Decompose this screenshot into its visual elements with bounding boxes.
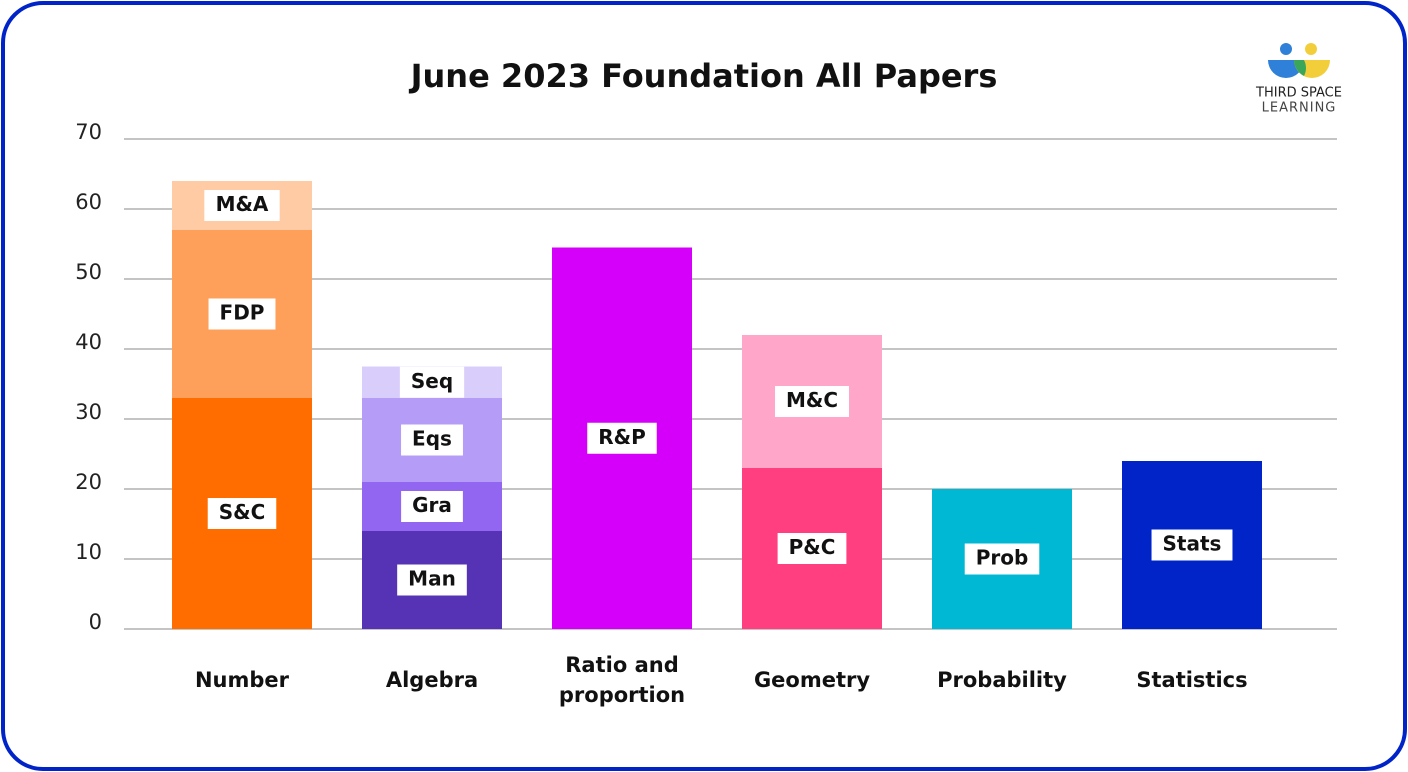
- x-tick-label: Statistics: [1136, 668, 1248, 692]
- segment-label: Man: [408, 567, 456, 591]
- y-tick-label: 70: [75, 120, 102, 144]
- segment-label: S&C: [219, 500, 266, 524]
- logo: THIRD SPACE LEARNING: [1255, 43, 1342, 116]
- segment-label: P&C: [789, 535, 836, 559]
- segment-label-box: [397, 564, 467, 596]
- segment-label: M&C: [786, 388, 838, 412]
- segment-label-box: [401, 491, 463, 522]
- x-tick-label: Ratio and proportion: [558, 653, 686, 707]
- segment-label: Gra: [412, 493, 452, 517]
- segment-label-box: [399, 366, 465, 398]
- x-tick-label: Algebra: [385, 668, 479, 692]
- segment-label-box: [964, 543, 1040, 575]
- y-tick-label: 40: [75, 330, 102, 354]
- segment-label-box: [1151, 529, 1233, 561]
- segment-label-box: [207, 498, 277, 529]
- logo-text: LEARNING: [1262, 101, 1337, 116]
- segment-label-box: [774, 386, 850, 417]
- segment-label: Eqs: [412, 427, 452, 451]
- segment-label: M&A: [216, 192, 269, 216]
- y-tick-label: 50: [75, 260, 102, 284]
- x-tick-label: Geometry: [753, 668, 871, 692]
- segment-label: FDP: [220, 301, 265, 325]
- segment-label-box: [587, 422, 657, 454]
- logo-overlap: [1294, 60, 1306, 76]
- segment-label: Seq: [411, 369, 453, 393]
- y-tick-label: 0: [89, 610, 102, 634]
- logo-text: THIRD SPACE: [1255, 86, 1342, 101]
- logo-dot: [1305, 43, 1317, 55]
- y-tick-label: 30: [75, 400, 102, 424]
- y-tick-label: 10: [75, 540, 102, 564]
- chart-title: June 2023 Foundation All Papers: [409, 57, 998, 95]
- segment-label-box: [401, 424, 463, 456]
- y-tick-label: 20: [75, 470, 102, 494]
- segment-label-box: [777, 533, 847, 564]
- segment-label-box: [208, 298, 276, 330]
- segment-label: Stats: [1163, 532, 1222, 556]
- logo-dot: [1280, 43, 1292, 55]
- x-tick-label: Probability: [937, 668, 1067, 692]
- x-tick-label: Number: [194, 668, 290, 692]
- segment-label: Prob: [976, 546, 1029, 570]
- y-tick-label: 60: [75, 190, 102, 214]
- segment-label: R&P: [598, 425, 646, 449]
- segment-label-box: [204, 190, 280, 221]
